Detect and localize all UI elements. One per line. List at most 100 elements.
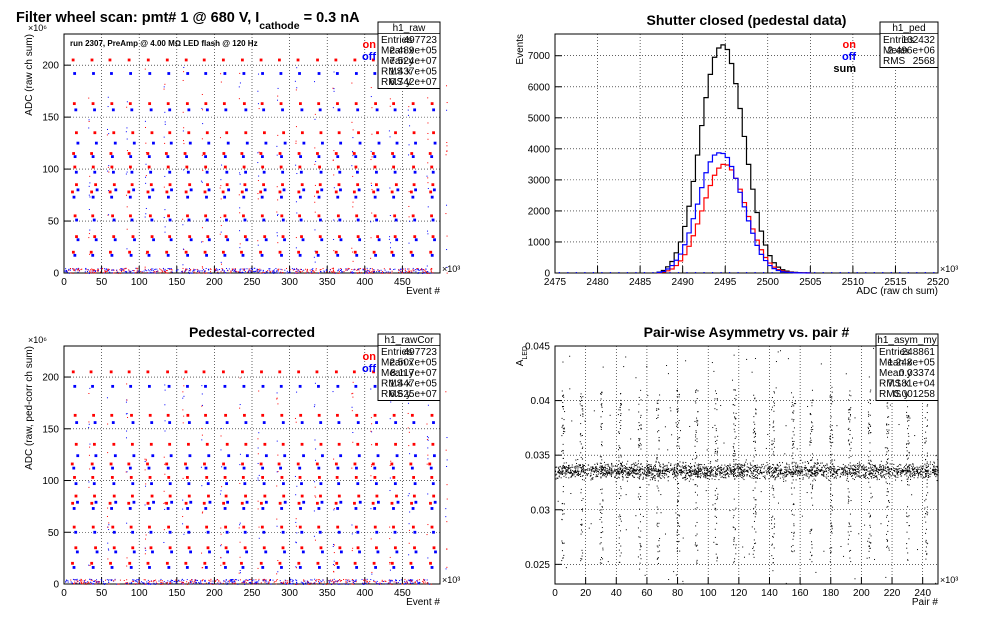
zero-bin-marker [677, 272, 680, 273]
asym-point [627, 474, 629, 476]
on-cluster [221, 250, 225, 254]
on-cluster [317, 102, 321, 106]
asym-point [651, 468, 653, 470]
baseline-point [201, 580, 203, 582]
asym-point [629, 470, 631, 472]
baseline-point [353, 579, 355, 581]
asym-point [660, 466, 662, 468]
baseline-point [362, 582, 364, 584]
transition-point [220, 449, 222, 451]
baseline-point [175, 579, 177, 581]
asym-point [678, 465, 680, 467]
asym-point [741, 471, 743, 473]
off-cluster [148, 72, 152, 75]
baseline-point [104, 270, 106, 272]
asym-point [603, 461, 605, 463]
asym-point [689, 471, 691, 473]
baseline-point [281, 269, 283, 271]
baseline-point [93, 272, 95, 274]
baseline-point [373, 579, 375, 581]
asym-point [932, 472, 934, 474]
baseline-point [85, 272, 87, 274]
off-cluster [279, 72, 283, 75]
asym-point [604, 466, 606, 468]
off-cluster [302, 141, 306, 145]
asym-point [615, 473, 617, 475]
baseline-point [97, 269, 99, 271]
baseline-point [234, 269, 236, 271]
asym-point [876, 470, 878, 472]
transition-point [145, 549, 147, 551]
asym-point [620, 467, 622, 469]
transition-point [183, 533, 185, 535]
baseline-point [353, 272, 355, 274]
baseline-point [162, 583, 164, 585]
baseline-point [168, 583, 170, 585]
transition-point [295, 126, 297, 128]
off-cluster [318, 530, 322, 534]
transition-point [201, 138, 203, 140]
baseline-point [366, 271, 368, 273]
transition-point [108, 524, 110, 526]
baseline-point [192, 269, 194, 271]
baseline-point [91, 270, 93, 272]
on-cluster [240, 501, 244, 505]
asym-point [559, 466, 561, 468]
asym-point [560, 473, 562, 475]
baseline-point [151, 272, 153, 274]
transition-point [390, 242, 392, 244]
asym-point [911, 465, 913, 467]
on-cluster [319, 131, 323, 135]
histogram-off [656, 152, 811, 274]
off-cluster [168, 530, 172, 534]
transition-point [239, 82, 241, 84]
off-cluster [339, 550, 343, 554]
x-tick-label: 350 [319, 277, 336, 288]
baseline-point [234, 581, 236, 583]
on-cluster [146, 462, 149, 466]
asym-point [869, 463, 871, 465]
transition-point [126, 522, 128, 524]
asym-point [739, 475, 741, 477]
asym-point [903, 467, 905, 469]
asym-point [729, 469, 731, 471]
asym-point [901, 470, 903, 472]
baseline-point [326, 583, 328, 585]
transition-point [332, 545, 334, 547]
y-axis-title-text: Events [515, 34, 526, 65]
off-cluster [204, 507, 208, 510]
transition-point [333, 564, 335, 566]
asym-point [818, 468, 820, 470]
asym-point [701, 470, 703, 472]
transition-point [220, 435, 222, 437]
asym-point [710, 467, 712, 469]
baseline-point [340, 270, 342, 272]
on-cluster [206, 235, 210, 239]
baseline-point [181, 583, 183, 585]
asym-point [901, 472, 903, 474]
baseline-point [389, 581, 391, 583]
asym-point [673, 477, 675, 479]
asym-point [663, 465, 665, 467]
transition-point [145, 460, 147, 462]
baseline-point [193, 269, 195, 271]
y-axis-title: Events [515, 34, 526, 65]
transition-point [351, 550, 353, 552]
asym-point [563, 466, 565, 468]
baseline-point [357, 272, 359, 274]
transition-point [351, 406, 353, 408]
transition-point [257, 103, 259, 105]
asym-point [914, 467, 916, 469]
transition-point [182, 224, 184, 226]
baseline-point [231, 579, 233, 581]
asym-point [562, 470, 564, 472]
asym-point [611, 462, 613, 464]
baseline-point [377, 269, 379, 271]
baseline-point [292, 269, 294, 271]
stats-value: 2.489e+05 [389, 46, 437, 57]
transition-point [126, 430, 128, 432]
baseline-point [417, 268, 419, 270]
transition-point [202, 123, 204, 125]
baseline-point [205, 582, 207, 584]
on-cluster [108, 501, 112, 505]
